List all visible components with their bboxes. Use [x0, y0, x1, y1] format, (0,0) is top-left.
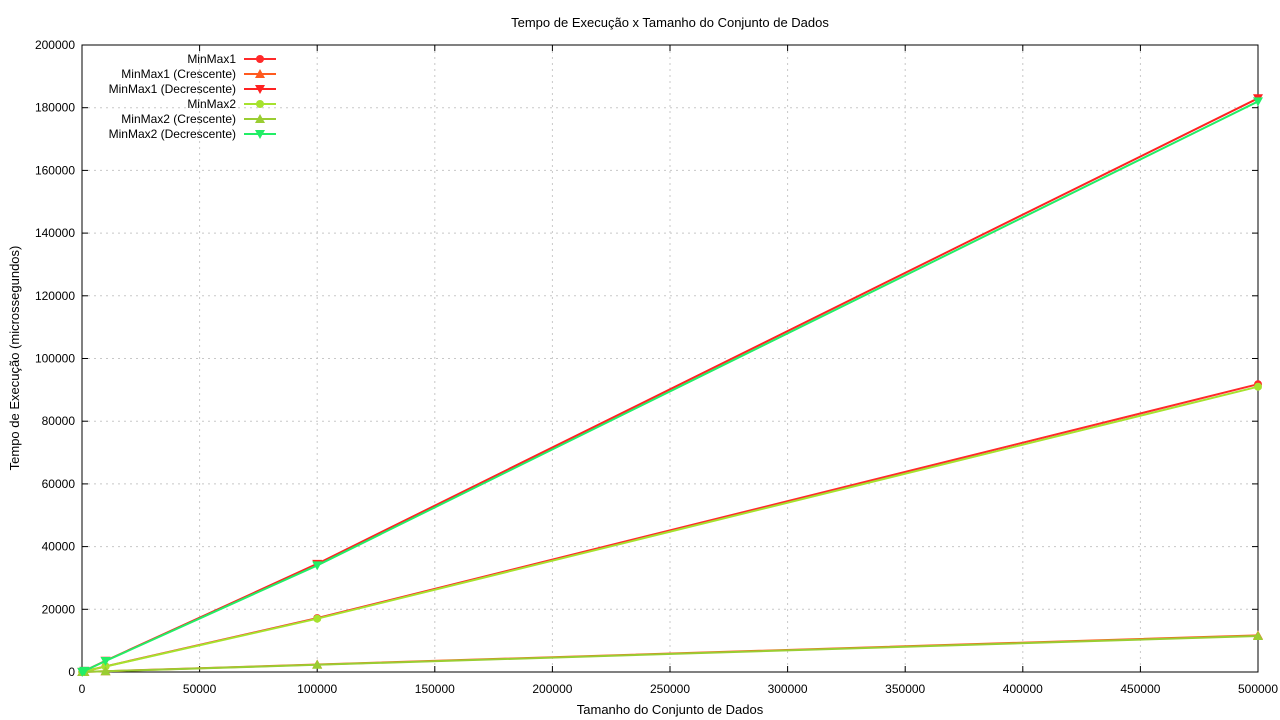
- series-layer: [77, 94, 1263, 677]
- data-point: [100, 666, 111, 676]
- data-point: [255, 130, 265, 139]
- legend-label: MinMax1 (Decrescente): [109, 82, 236, 96]
- data-point: [1253, 97, 1263, 107]
- data-point: [1254, 382, 1262, 391]
- x-tick-label: 100000: [297, 682, 337, 696]
- y-axis-label: Tempo de Execução (microssegundos): [7, 246, 22, 471]
- x-tick-label: 450000: [1120, 682, 1160, 696]
- tick-layer: 0 50000 100000 150000 200000 250000 300000 3500…: [35, 38, 1278, 696]
- x-tick-label: 150000: [415, 682, 455, 696]
- data-point: [312, 659, 323, 669]
- data-point: [256, 100, 264, 108]
- y-tick-label: 60000: [42, 477, 76, 491]
- data-point: [255, 114, 265, 123]
- data-point: [100, 657, 111, 667]
- y-tick-label: 140000: [35, 226, 75, 240]
- y-tick-label: 20000: [42, 602, 76, 616]
- y-tick-label: 180000: [35, 101, 75, 115]
- x-tick-label: 0: [79, 682, 86, 696]
- y-tick-label: 160000: [35, 163, 75, 177]
- y-tick-label: 100000: [35, 352, 75, 366]
- data-point: [79, 666, 90, 676]
- y-tick-label: 80000: [42, 414, 76, 428]
- y-tick-label: 40000: [42, 540, 76, 554]
- y-tick-label: 200000: [35, 38, 75, 52]
- legend-label: MinMax2: [187, 97, 236, 111]
- legend-label: MinMax1: [187, 52, 236, 66]
- x-tick-label: 500000: [1238, 682, 1278, 696]
- data-point: [256, 55, 264, 63]
- data-point: [255, 85, 265, 94]
- data-point: [255, 69, 265, 78]
- data-point: [312, 561, 323, 571]
- legend-label: MinMax1 (Crescente): [121, 67, 236, 81]
- x-tick-label: 50000: [183, 682, 217, 696]
- chart-title: Tempo de Execução x Tamanho do Conjunto …: [511, 15, 829, 30]
- x-tick-label: 300000: [768, 682, 808, 696]
- y-tick-label: 0: [68, 665, 75, 679]
- x-tick-label: 350000: [885, 682, 925, 696]
- x-tick-label: 250000: [650, 682, 690, 696]
- x-tick-label: 400000: [1003, 682, 1043, 696]
- x-axis-label: Tamanho do Conjunto de Dados: [577, 702, 764, 717]
- legend-label: MinMax2 (Decrescente): [109, 127, 236, 141]
- x-tick-label: 200000: [532, 682, 572, 696]
- data-point: [313, 614, 322, 623]
- series-group: [77, 94, 1263, 677]
- series-group: [77, 97, 1263, 677]
- data-point: [1253, 630, 1263, 640]
- grid-layer: [82, 45, 1258, 672]
- y-tick-label: 120000: [35, 289, 75, 303]
- legend-label: MinMax2 (Crescente): [121, 112, 236, 126]
